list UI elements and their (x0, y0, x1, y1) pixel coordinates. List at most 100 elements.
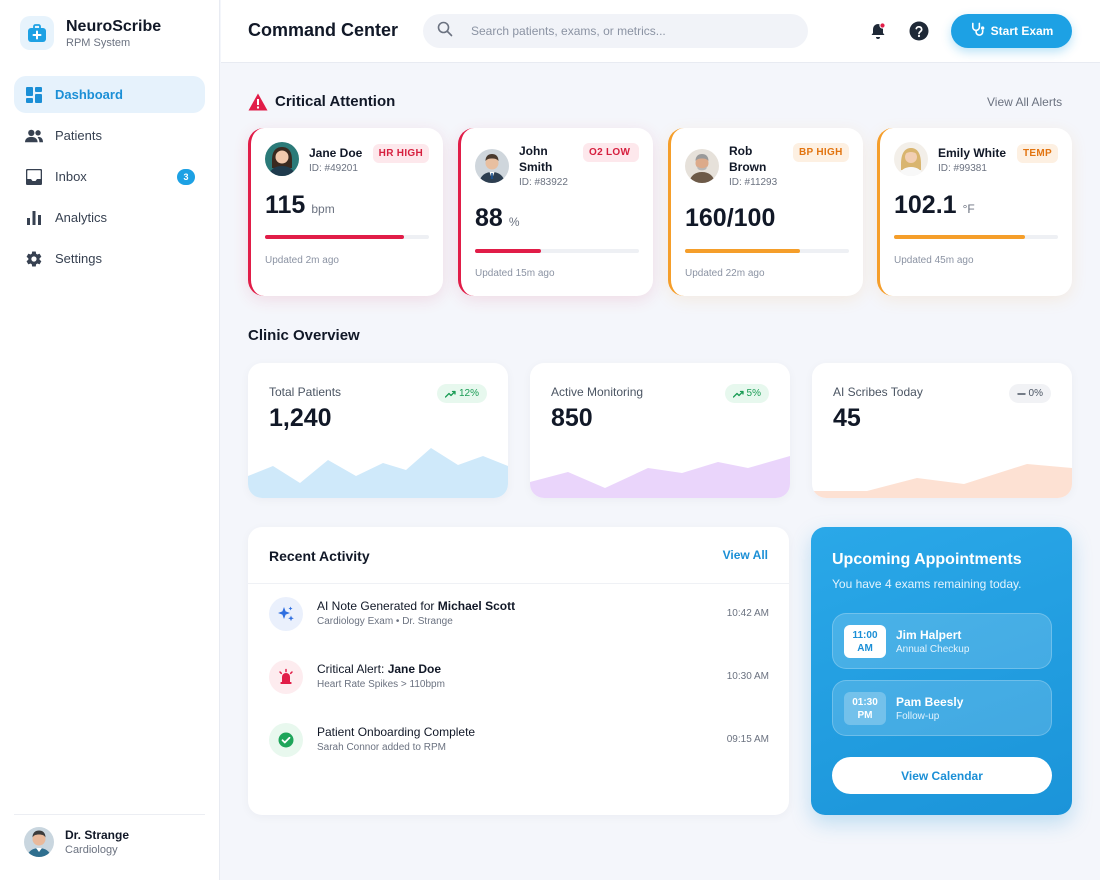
top-header: Command Center Start Exam (221, 0, 1100, 63)
alert-badge: HR HIGH (372, 144, 429, 163)
patient-photo (265, 142, 299, 176)
search-bar[interactable] (423, 14, 808, 48)
appointment-item[interactable]: 11:00 AM Jim Halpert Annual Checkup (832, 613, 1052, 669)
updated-time: Updated 15m ago (475, 268, 555, 279)
check-circle-icon (269, 723, 303, 757)
recent-activity-title: Recent Activity (269, 548, 370, 564)
patient-alert-card[interactable]: Emily White ID: #99381 TEMP 102.1 °F Upda… (877, 128, 1072, 296)
activity-text: Patient Onboarding Complete (317, 725, 476, 739)
sparkline-area (248, 448, 508, 498)
patient-alert-card[interactable]: John Smith ID: #83922 O2 LOW 88% Updated… (458, 128, 653, 296)
patient-name: Emily White (938, 146, 1007, 160)
sidebar-nav: Dashboard Patients Inbox 3 Analytics Set… (14, 76, 205, 281)
stat-card-total-patients: Total Patients 1,240 12% (248, 363, 508, 498)
vital-level-bar (894, 235, 1058, 239)
vital-value: 160/100 (685, 204, 776, 232)
vital-value: 88% (475, 204, 520, 232)
patient-photo (475, 149, 509, 183)
view-calendar-button[interactable]: View Calendar (832, 757, 1052, 794)
view-all-alerts-link[interactable]: View All Alerts (987, 95, 1063, 109)
patient-name: John Smith (519, 144, 553, 174)
sidebar-item-analytics[interactable]: Analytics (14, 199, 205, 236)
appointment-time: 01:30 PM (844, 692, 886, 725)
stat-label: AI Scribes Today (833, 385, 923, 399)
vital-level-bar (685, 249, 849, 253)
brand-subtitle: RPM System (66, 36, 131, 49)
activity-text: Critical Alert: Jane Doe (317, 662, 442, 676)
critical-attention-title: Critical Attention (275, 93, 396, 110)
stat-label: Total Patients (269, 385, 342, 399)
appointments-title: Upcoming Appointments (832, 551, 1022, 568)
view-all-activity-link[interactable]: View All (722, 548, 768, 562)
avatar (24, 827, 54, 857)
activity-time: 09:15 AM (726, 734, 769, 745)
user-profile[interactable]: Dr. Strange Cardiology (14, 814, 205, 857)
stat-value: 1,240 (269, 404, 332, 432)
start-exam-label: Start Exam (990, 24, 1054, 38)
patients-icon (25, 127, 43, 145)
activity-subtext: Heart Rate Spikes > 110bpm (317, 679, 445, 690)
help-icon[interactable] (908, 20, 930, 42)
patient-alert-card[interactable]: Jane Doe ID: #49201 HR HIGH 115 bpm Updat… (248, 128, 443, 296)
sparkline-area (530, 456, 790, 498)
upcoming-appointments-panel: Upcoming Appointments You have 4 exams r… (811, 527, 1072, 815)
notification-bell-icon[interactable] (867, 20, 889, 42)
search-input[interactable] (471, 24, 771, 38)
activity-subtext: Sarah Connor added to RPM (317, 742, 446, 753)
recent-activity-panel: Recent Activity View All AI Note Generat… (248, 527, 789, 815)
activity-item[interactable]: AI Note Generated for Michael Scott Card… (269, 592, 769, 636)
vital-level-bar (265, 235, 429, 239)
updated-time: Updated 45m ago (894, 255, 974, 266)
analytics-icon (25, 209, 43, 227)
patient-alert-card[interactable]: Rob Brown ID: #11293 BP HIGH 160/100 Upd… (668, 128, 863, 296)
appointment-type: Follow-up (896, 711, 940, 722)
stat-card-ai-scribes: AI Scribes Today 45 0% (812, 363, 1072, 498)
appointment-item[interactable]: 01:30 PM Pam Beesly Follow-up (832, 680, 1052, 736)
stat-value: 850 (551, 404, 593, 432)
updated-time: Updated 2m ago (265, 255, 339, 266)
sidebar-item-settings[interactable]: Settings (14, 240, 205, 277)
sidebar-item-dashboard[interactable]: Dashboard (14, 76, 205, 113)
sidebar-item-label: Settings (55, 251, 102, 266)
brand[interactable]: NeuroScribe RPM System (20, 16, 161, 50)
alert-badge: O2 LOW (583, 143, 639, 162)
sidebar-item-patients[interactable]: Patients (14, 117, 205, 154)
inbox-count-badge: 3 (177, 169, 195, 185)
search-icon (437, 21, 453, 42)
activity-item[interactable]: Patient Onboarding Complete Sarah Connor… (269, 718, 769, 762)
sidebar: NeuroScribe RPM System Dashboard Patient… (0, 0, 220, 880)
activity-text: AI Note Generated for Michael Scott (317, 599, 516, 613)
patient-name: Jane Doe (309, 146, 363, 160)
stat-label: Active Monitoring (551, 385, 644, 399)
activity-subtext: Cardiology Exam • Dr. Strange (317, 616, 453, 627)
sparkle-icon (269, 597, 303, 631)
dashboard-icon (25, 86, 43, 104)
vital-level-bar (475, 249, 639, 253)
trend-badge: 12% (436, 384, 487, 403)
start-exam-button[interactable]: Start Exam (951, 14, 1072, 48)
stat-card-active-monitoring: Active Monitoring 850 5% (530, 363, 790, 498)
appointment-time: 11:00 AM (844, 625, 886, 658)
sidebar-item-inbox[interactable]: Inbox 3 (14, 158, 205, 195)
trend-flat-icon (1016, 392, 1026, 395)
patient-id: ID: #99381 (938, 163, 987, 174)
sidebar-item-label: Analytics (55, 210, 108, 225)
activity-header: Recent Activity View All (248, 527, 789, 584)
user-role: Cardiology (65, 843, 118, 856)
activity-time: 10:42 AM (726, 608, 769, 619)
brand-name: NeuroScribe (66, 17, 162, 35)
sidebar-item-label: Inbox (55, 169, 87, 184)
user-name: Dr. Strange (65, 827, 130, 842)
medical-kit-icon (20, 16, 54, 50)
trend-up-icon (444, 390, 456, 398)
stat-value: 45 (833, 404, 861, 432)
appointment-patient: Pam Beesly (896, 695, 964, 709)
appointment-patient: Jim Halpert (896, 628, 962, 642)
alarm-icon (269, 660, 303, 694)
activity-item[interactable]: Critical Alert: Jane Doe Heart Rate Spik… (269, 655, 769, 699)
inbox-icon (25, 168, 43, 186)
patient-id: ID: #11293 (729, 177, 778, 188)
alert-badge: TEMP (1017, 144, 1058, 163)
updated-time: Updated 22m ago (685, 268, 765, 279)
appointments-subtitle: You have 4 exams remaining today. (832, 577, 1022, 591)
